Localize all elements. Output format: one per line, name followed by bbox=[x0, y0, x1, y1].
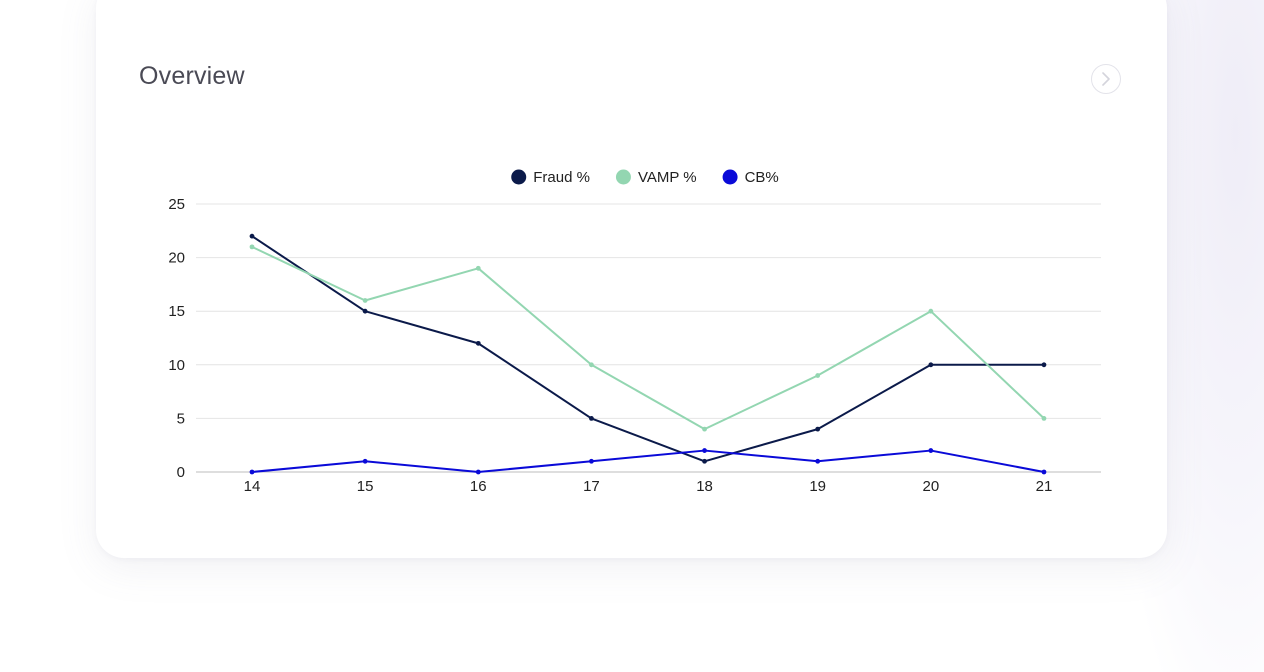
legend-label: CB% bbox=[745, 169, 779, 186]
data-point bbox=[702, 458, 707, 464]
series-lines bbox=[249, 233, 1047, 475]
data-point bbox=[928, 308, 934, 314]
legend-swatch bbox=[722, 169, 738, 185]
data-point bbox=[702, 448, 707, 453]
legend-label: Fraud % bbox=[533, 169, 590, 186]
legend-swatch bbox=[511, 169, 527, 185]
legend: Fraud % VAMP % CB% bbox=[511, 169, 779, 186]
next-button[interactable] bbox=[1091, 64, 1121, 94]
data-point bbox=[475, 265, 481, 271]
data-point bbox=[362, 458, 368, 464]
data-point bbox=[475, 340, 481, 346]
y-tick-label: 25 bbox=[168, 196, 185, 213]
x-tick-label: 15 bbox=[357, 478, 374, 495]
axes: 0 5 10 15 20 25 14 15 16 17 18 19 20 21 bbox=[168, 196, 1052, 495]
data-point bbox=[1041, 416, 1047, 421]
series-line-0 bbox=[251, 235, 1044, 463]
data-point bbox=[249, 244, 255, 250]
x-tick-label: 16 bbox=[470, 478, 487, 495]
data-point bbox=[362, 298, 368, 303]
series-line-1 bbox=[251, 245, 1045, 431]
legend-item[interactable]: Fraud % bbox=[511, 169, 590, 186]
data-point bbox=[249, 469, 255, 475]
data-point bbox=[589, 416, 594, 421]
y-tick-label: 0 bbox=[177, 464, 185, 481]
x-tick-label: 17 bbox=[583, 478, 600, 495]
x-tick-label: 18 bbox=[696, 478, 713, 495]
y-tick-label: 15 bbox=[168, 303, 185, 320]
data-point bbox=[1041, 469, 1047, 475]
data-point bbox=[249, 233, 255, 239]
legend-swatch bbox=[615, 169, 631, 185]
data-point bbox=[815, 458, 821, 464]
x-tick-label: 19 bbox=[809, 478, 826, 495]
y-tick-label: 10 bbox=[168, 357, 185, 374]
y-tick-label: 5 bbox=[177, 410, 185, 427]
data-point bbox=[702, 426, 707, 432]
data-point bbox=[815, 426, 821, 432]
x-tick-label: 20 bbox=[922, 478, 939, 495]
data-point bbox=[475, 469, 481, 475]
data-point bbox=[589, 458, 594, 464]
legend-item[interactable]: VAMP % bbox=[615, 169, 697, 186]
data-point bbox=[362, 308, 368, 314]
grid-lines bbox=[196, 203, 1101, 473]
data-point bbox=[589, 362, 594, 368]
y-tick-label: 20 bbox=[168, 250, 185, 267]
data-point bbox=[928, 448, 934, 453]
data-point bbox=[815, 373, 821, 378]
overview-card: Overview bbox=[96, 0, 1167, 558]
series-line-2 bbox=[251, 449, 1045, 473]
legend-label: VAMP % bbox=[638, 169, 697, 186]
data-point bbox=[928, 362, 934, 368]
card-title: Overview bbox=[139, 62, 245, 90]
legend-item[interactable]: CB% bbox=[722, 169, 779, 186]
x-tick-label: 21 bbox=[1036, 478, 1053, 495]
data-point bbox=[1041, 362, 1047, 368]
x-tick-label: 14 bbox=[244, 478, 261, 495]
chevron-right-icon bbox=[1102, 72, 1110, 86]
